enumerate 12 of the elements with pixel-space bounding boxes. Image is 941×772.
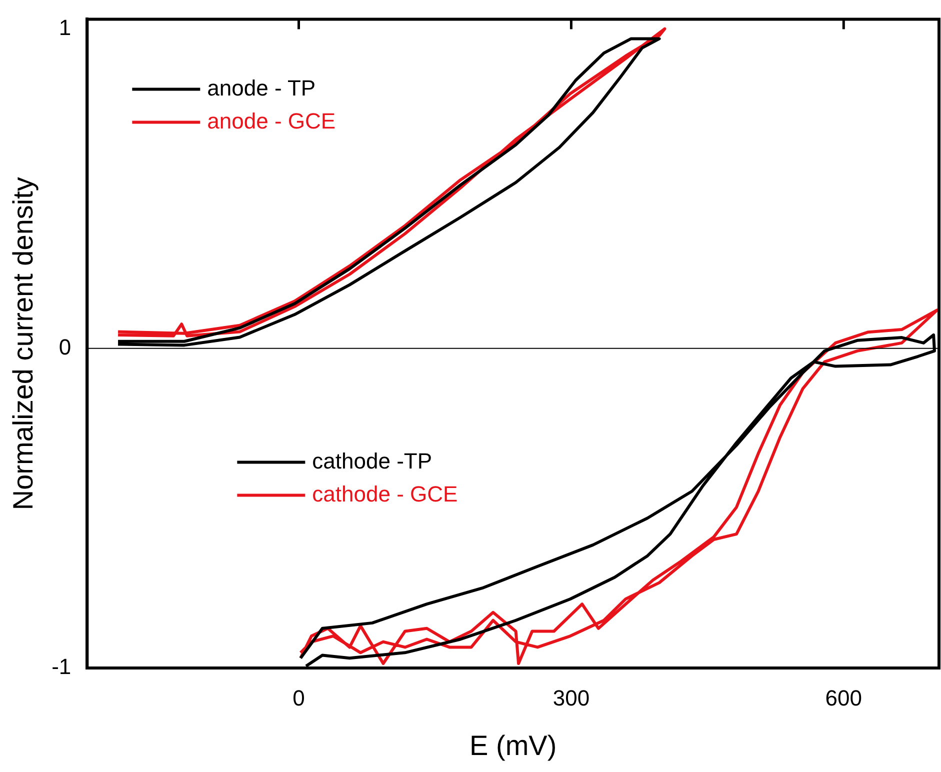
- x-tick-label: 0: [292, 685, 305, 710]
- y-tick-label: 1: [58, 14, 72, 40]
- y-tick-label: 0: [58, 334, 72, 360]
- x-tick-label: 300: [552, 685, 590, 710]
- x-axis-title: E (mV): [470, 730, 557, 761]
- x-tick-label: 600: [825, 685, 862, 710]
- legend-label: cathode - GCE: [312, 481, 458, 506]
- legend-label: anode - TP: [207, 75, 316, 100]
- y-axis-title: Normalized current density: [8, 177, 39, 510]
- legend-label: anode - GCE: [207, 108, 336, 134]
- legend-label: cathode -TP: [312, 448, 432, 474]
- y-tick-label: -1: [52, 654, 72, 680]
